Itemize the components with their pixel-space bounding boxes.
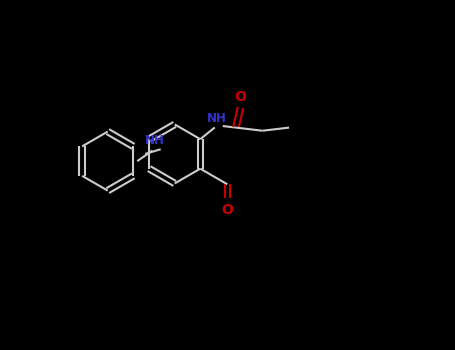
Text: NH: NH (207, 112, 227, 125)
Text: O: O (235, 90, 247, 104)
Text: NH: NH (145, 134, 164, 147)
Text: O: O (222, 203, 233, 217)
